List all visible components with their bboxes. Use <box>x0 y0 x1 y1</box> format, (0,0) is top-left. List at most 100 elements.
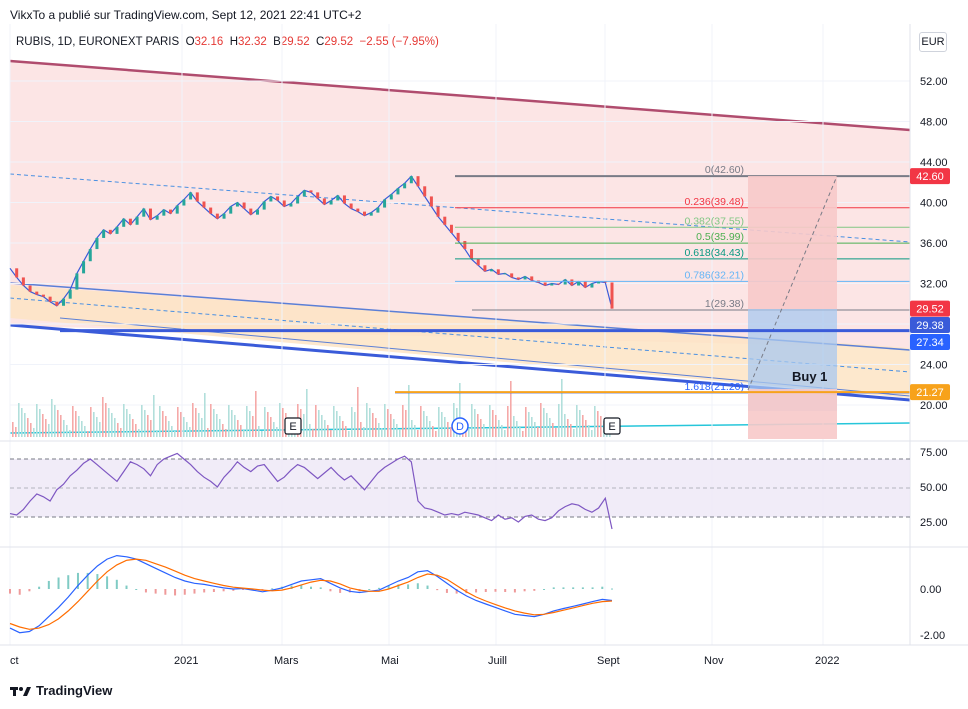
position-projection-line <box>747 175 838 391</box>
volume-bar <box>57 410 59 437</box>
price-label-box <box>910 384 950 401</box>
macd-histogram-bar <box>407 584 410 589</box>
volume-bar <box>549 418 551 437</box>
volume-bar <box>27 418 29 437</box>
volume-bar <box>105 403 107 437</box>
high-value: 32.32 <box>238 36 267 48</box>
long-position-tool[interactable]: Buy 1 <box>747 175 838 439</box>
time-scale[interactable]: ct 2021 Mars Mai Juill Sept Nov 2022 <box>10 655 839 667</box>
candle <box>48 296 52 302</box>
volume-bar <box>336 411 338 437</box>
candle <box>189 192 193 200</box>
candle <box>409 176 413 184</box>
candle <box>169 209 173 214</box>
candle <box>215 213 219 219</box>
volume-bar <box>18 403 20 437</box>
macd-histogram-bar <box>193 589 196 594</box>
price-label-text: 29.52 <box>916 304 944 316</box>
fib-level-label: 0.5(35.99) <box>696 231 744 243</box>
candle <box>463 240 467 250</box>
volume-bar <box>366 403 368 437</box>
volume-bar <box>348 431 350 437</box>
candle <box>142 208 146 217</box>
candle <box>75 273 79 290</box>
event-marker: E <box>284 417 302 435</box>
macd-histogram-bar <box>18 589 21 595</box>
x-tick-label: Nov <box>704 655 724 667</box>
position-stop-zone <box>748 389 837 439</box>
horizontal-levels[interactable] <box>60 329 910 394</box>
price-label-text: 27.34 <box>916 337 944 349</box>
volume-bar <box>282 408 284 437</box>
macd-histogram-bar <box>115 579 118 589</box>
macd-histogram-bar <box>397 584 400 589</box>
macd-histogram-bar <box>271 588 274 590</box>
macd-histogram-bar <box>310 586 312 589</box>
volume-bar <box>351 407 353 437</box>
volume-bar <box>120 428 122 437</box>
volume-bar <box>159 406 161 437</box>
macd-histogram-bar <box>368 589 371 590</box>
volume-bar <box>570 424 572 437</box>
candle <box>530 276 534 281</box>
tradingview-branding[interactable]: TradingView <box>10 683 112 698</box>
volume-bar <box>255 391 257 437</box>
earnings-marker <box>284 417 302 435</box>
candle <box>28 285 32 292</box>
volume-bar <box>582 415 584 437</box>
volume-bar <box>387 409 389 437</box>
volume-bar <box>471 404 473 437</box>
price-scale[interactable]: 52.0048.0044.0040.0036.0032.0028.0024.00… <box>920 76 948 642</box>
symbol-legend[interactable]: RUBIS, 1D, EURONEXT PARIS O32.16 H32.32 … <box>16 36 439 48</box>
volume-bar <box>492 410 494 437</box>
volume-bar <box>108 408 110 437</box>
macd-histogram-bar <box>601 586 604 589</box>
volume-bar <box>534 422 536 437</box>
candle <box>229 206 233 214</box>
volume-bar <box>360 422 362 437</box>
candle <box>175 205 179 214</box>
orange-channel-fill <box>10 285 910 398</box>
candle <box>470 249 474 260</box>
candle <box>148 208 152 220</box>
volume-bar <box>540 403 542 437</box>
candle <box>242 202 246 209</box>
volume-bar <box>12 422 14 437</box>
candle <box>356 208 360 212</box>
y-tick-label: 40.00 <box>920 198 948 210</box>
macd-tick-label: 0.00 <box>920 584 941 596</box>
volume-bar <box>357 387 359 437</box>
volume-bar <box>537 427 539 437</box>
dividend-marker <box>451 417 469 435</box>
candle <box>282 200 286 207</box>
candle <box>369 212 373 216</box>
volume-bar <box>588 425 590 437</box>
volume-bar <box>42 414 44 437</box>
macd-histogram-bar <box>494 589 497 592</box>
candle <box>182 199 186 206</box>
macd-histogram-bar <box>377 587 380 589</box>
volume-bar <box>531 417 533 437</box>
fib-level-label: 0.382(37.55) <box>684 215 744 227</box>
buy-annotation[interactable]: Buy 1 <box>792 369 827 384</box>
macd-histogram-bar <box>106 576 109 589</box>
volume-bar <box>99 422 101 437</box>
candle <box>329 200 333 205</box>
candle <box>456 232 460 241</box>
volume-bar <box>39 409 41 437</box>
volume-bar <box>555 428 557 437</box>
candle <box>449 224 453 233</box>
candle <box>510 273 514 278</box>
volume-bar <box>426 416 428 437</box>
volume-bar <box>252 416 254 437</box>
volume-bar <box>486 429 488 437</box>
volume-bar <box>126 409 128 437</box>
volume-bar <box>477 414 479 437</box>
currency-button[interactable]: EUR <box>919 32 947 52</box>
volume-bar <box>276 427 278 437</box>
candle <box>195 192 199 202</box>
price-pane-background <box>9 59 911 434</box>
candle <box>496 269 500 275</box>
